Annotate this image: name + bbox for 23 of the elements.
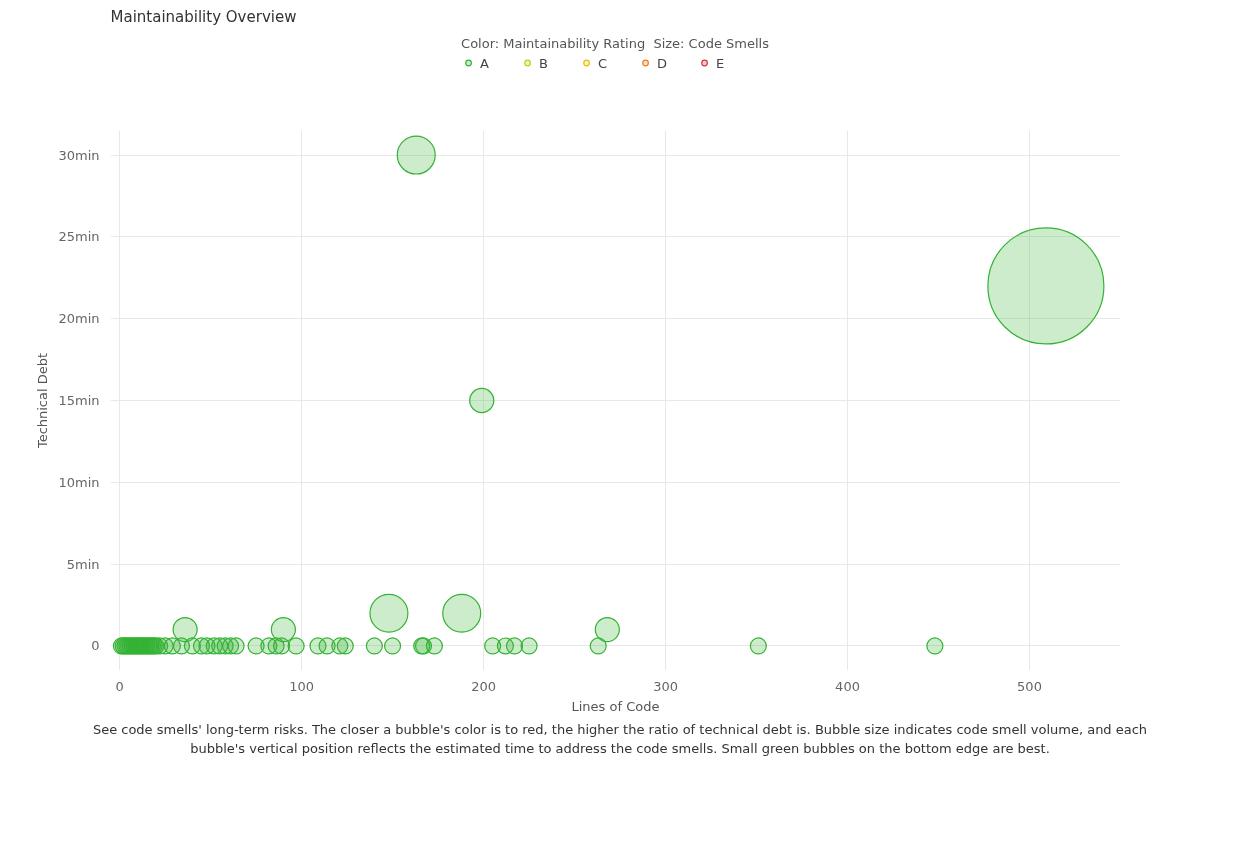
x-tick-label: 100 [289,678,314,694]
legend-title: Color: Maintainability Rating Size: Code Smells [461,35,769,50]
legend-label: A [480,55,490,70]
x-tick-label: 400 [835,678,860,694]
x-axis-title: Lines of Code [571,698,660,714]
y-tick-label: 30min [58,147,100,163]
x-tick-label: 300 [653,678,678,694]
y-tick-label: 15min [58,393,100,408]
legend-label: B [539,55,549,70]
x-tick-label: 200 [471,678,496,694]
y-tick-label: 10min [58,474,100,490]
legend-label: E [716,55,726,70]
y-tick-label: 5min [66,556,100,572]
y-tick-label: 25min [58,229,100,245]
chart-title: Maintainability Overview [110,7,297,26]
x-tick-label: 500 [1017,678,1042,694]
text: See code smells' long-term risks. The closer a bubble's color is to red, the higher the ratio of technical debt is. Bubble size indicates code smell volume, and each bubble's vertical position reflects the estimated time to address the code smells. Small green bubbles on the bottom edge are best. [91,721,1149,758]
y-tick-label: 20min [58,311,100,327]
x-tick-label: 0 [115,678,124,694]
legend-label: C [598,55,609,70]
y-tick-label: 0 [91,638,100,654]
y-axis-title: Technical Debt [35,352,51,450]
legend-label: D [657,55,669,70]
